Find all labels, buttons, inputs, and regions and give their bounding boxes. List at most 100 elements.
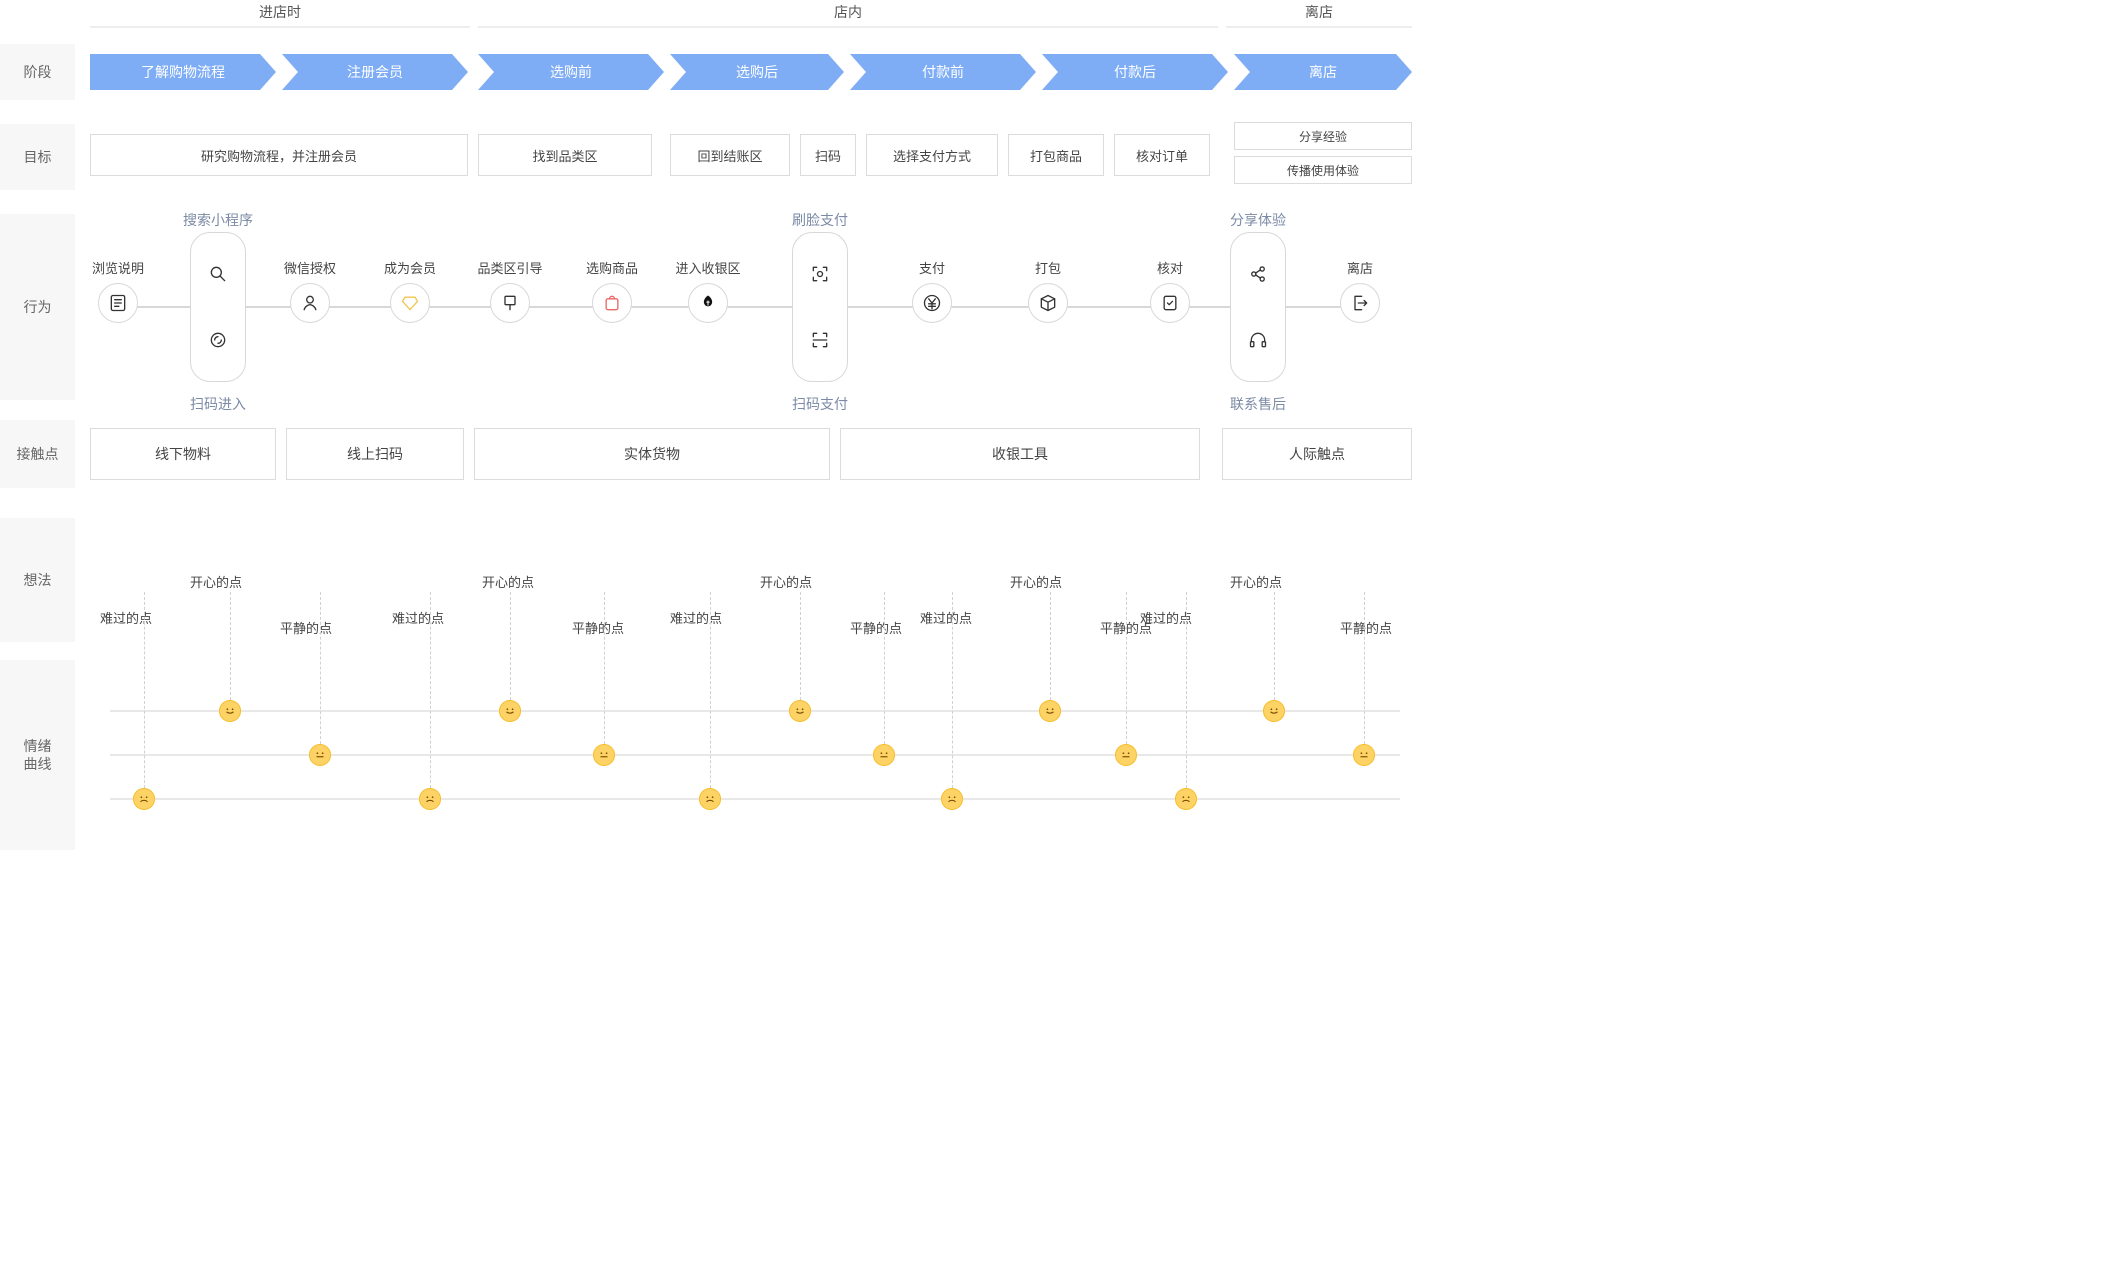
emotion-face-happy [789,700,811,722]
emotion-dash [510,592,511,710]
emotion-face-calm [1115,744,1137,766]
goal-box: 研究购物流程，并注册会员 [90,134,468,176]
goal-box: 找到品类区 [478,134,652,176]
emotion-face-sad [419,788,441,810]
behaviour-label: 浏览说明 [92,258,144,277]
row-label-stage: 阶段 [0,44,75,100]
emotion-face-sad [699,788,721,810]
emotion-dash [1050,592,1051,710]
goal-box: 分享经验 [1234,122,1412,150]
bag-icon [592,283,632,323]
behaviour-label: 离店 [1347,258,1373,277]
emotion-face-happy [499,700,521,722]
emotion-dash [430,592,431,798]
section-rule [90,26,470,28]
share-icon [1242,258,1274,290]
emotion-dash [1186,592,1187,798]
emotion-face-calm [593,744,615,766]
behaviour-node: 成为会员 [370,258,450,323]
emotion-dash [1126,592,1127,754]
emotion-dash [800,592,801,710]
emotion-baseline [110,754,1400,756]
emotion-face-happy [1039,700,1061,722]
section-rule [1226,26,1412,28]
behaviour-split-label-top: 搜索小程序 [150,210,286,230]
behaviour-label: 进入收银区 [675,258,740,277]
emotion-face-happy [1263,700,1285,722]
section-header: 进店时 [90,2,470,22]
behaviour-split-label-bottom: 扫码进入 [150,394,286,414]
diamond-icon [390,283,430,323]
row-label-goal: 目标 [0,124,75,190]
goal-box: 核对订单 [1114,134,1210,176]
emotion-baseline [110,710,1400,712]
stage-arrow: 付款后 [1042,54,1228,90]
section-rule [478,26,1218,28]
behaviour-split-label-top: 刷脸支付 [752,210,888,230]
goal-box: 传播使用体验 [1234,156,1412,184]
row-label-emotion: 情绪曲线 [0,660,75,850]
behaviour-label: 品类区引导 [477,258,542,277]
behaviour-label: 成为会员 [384,258,436,277]
goal-box: 打包商品 [1008,134,1104,176]
emotion-dash [144,592,145,798]
emotion-face-calm [309,744,331,766]
emotion-dash [604,592,605,754]
face-icon [804,258,836,290]
emotion-dash [884,592,885,754]
touchpoint-box: 线下物料 [90,428,276,480]
thought-label: 难过的点 [670,608,722,627]
thought-label: 开心的点 [482,572,534,591]
stage-arrow: 注册会员 [282,54,468,90]
stage-arrow: 离店 [1234,54,1412,90]
emotion-face-sad [133,788,155,810]
scan-icon [804,324,836,356]
emotion-face-sad [1175,788,1197,810]
touchpoint-box: 实体货物 [474,428,830,480]
behaviour-label: 微信授权 [284,258,336,277]
emotion-face-sad [941,788,963,810]
behaviour-node: 微信授权 [270,258,350,323]
thought-label: 开心的点 [1010,572,1062,591]
stage-arrow: 选购前 [478,54,664,90]
emotion-dash [230,592,231,710]
behaviour-split [1230,232,1286,382]
goal-box: 选择支付方式 [866,134,998,176]
box-icon [1028,283,1068,323]
emotion-dash [320,592,321,754]
behaviour-node: 离店 [1320,258,1400,323]
emotion-dash [1364,592,1365,754]
thought-label: 平静的点 [1340,618,1392,637]
touchpoint-box: 线上扫码 [286,428,464,480]
section-header: 离店 [1226,2,1412,22]
emotion-face-happy [219,700,241,722]
search-icon [202,258,234,290]
user-icon [290,283,330,323]
behaviour-node: 浏览说明 [78,258,158,323]
thought-label: 开心的点 [760,572,812,591]
behaviour-node: 品类区引导 [470,258,550,323]
scanmini-icon [202,324,234,356]
emotion-dash [710,592,711,798]
emotion-baseline [110,798,1400,800]
behaviour-split [190,232,246,382]
row-label-thought: 想法 [0,518,75,642]
thought-label: 平静的点 [850,618,902,637]
thought-label: 难过的点 [392,608,444,627]
behaviour-node: 选购商品 [572,258,652,323]
exit-icon [1340,283,1380,323]
behaviour-split [792,232,848,382]
emotion-dash [952,592,953,798]
emotion-dash [1274,592,1275,710]
behaviour-label: 打包 [1035,258,1061,277]
behaviour-node: 打包 [1008,258,1088,323]
stage-arrow: 付款前 [850,54,1036,90]
section-header: 店内 [478,2,1218,22]
behaviour-label: 支付 [919,258,945,277]
goal-box: 扫码 [800,134,856,176]
money-icon [688,283,728,323]
check-icon [1150,283,1190,323]
headset-icon [1242,324,1274,356]
doc-icon [98,283,138,323]
behaviour-node: 核对 [1130,258,1210,323]
